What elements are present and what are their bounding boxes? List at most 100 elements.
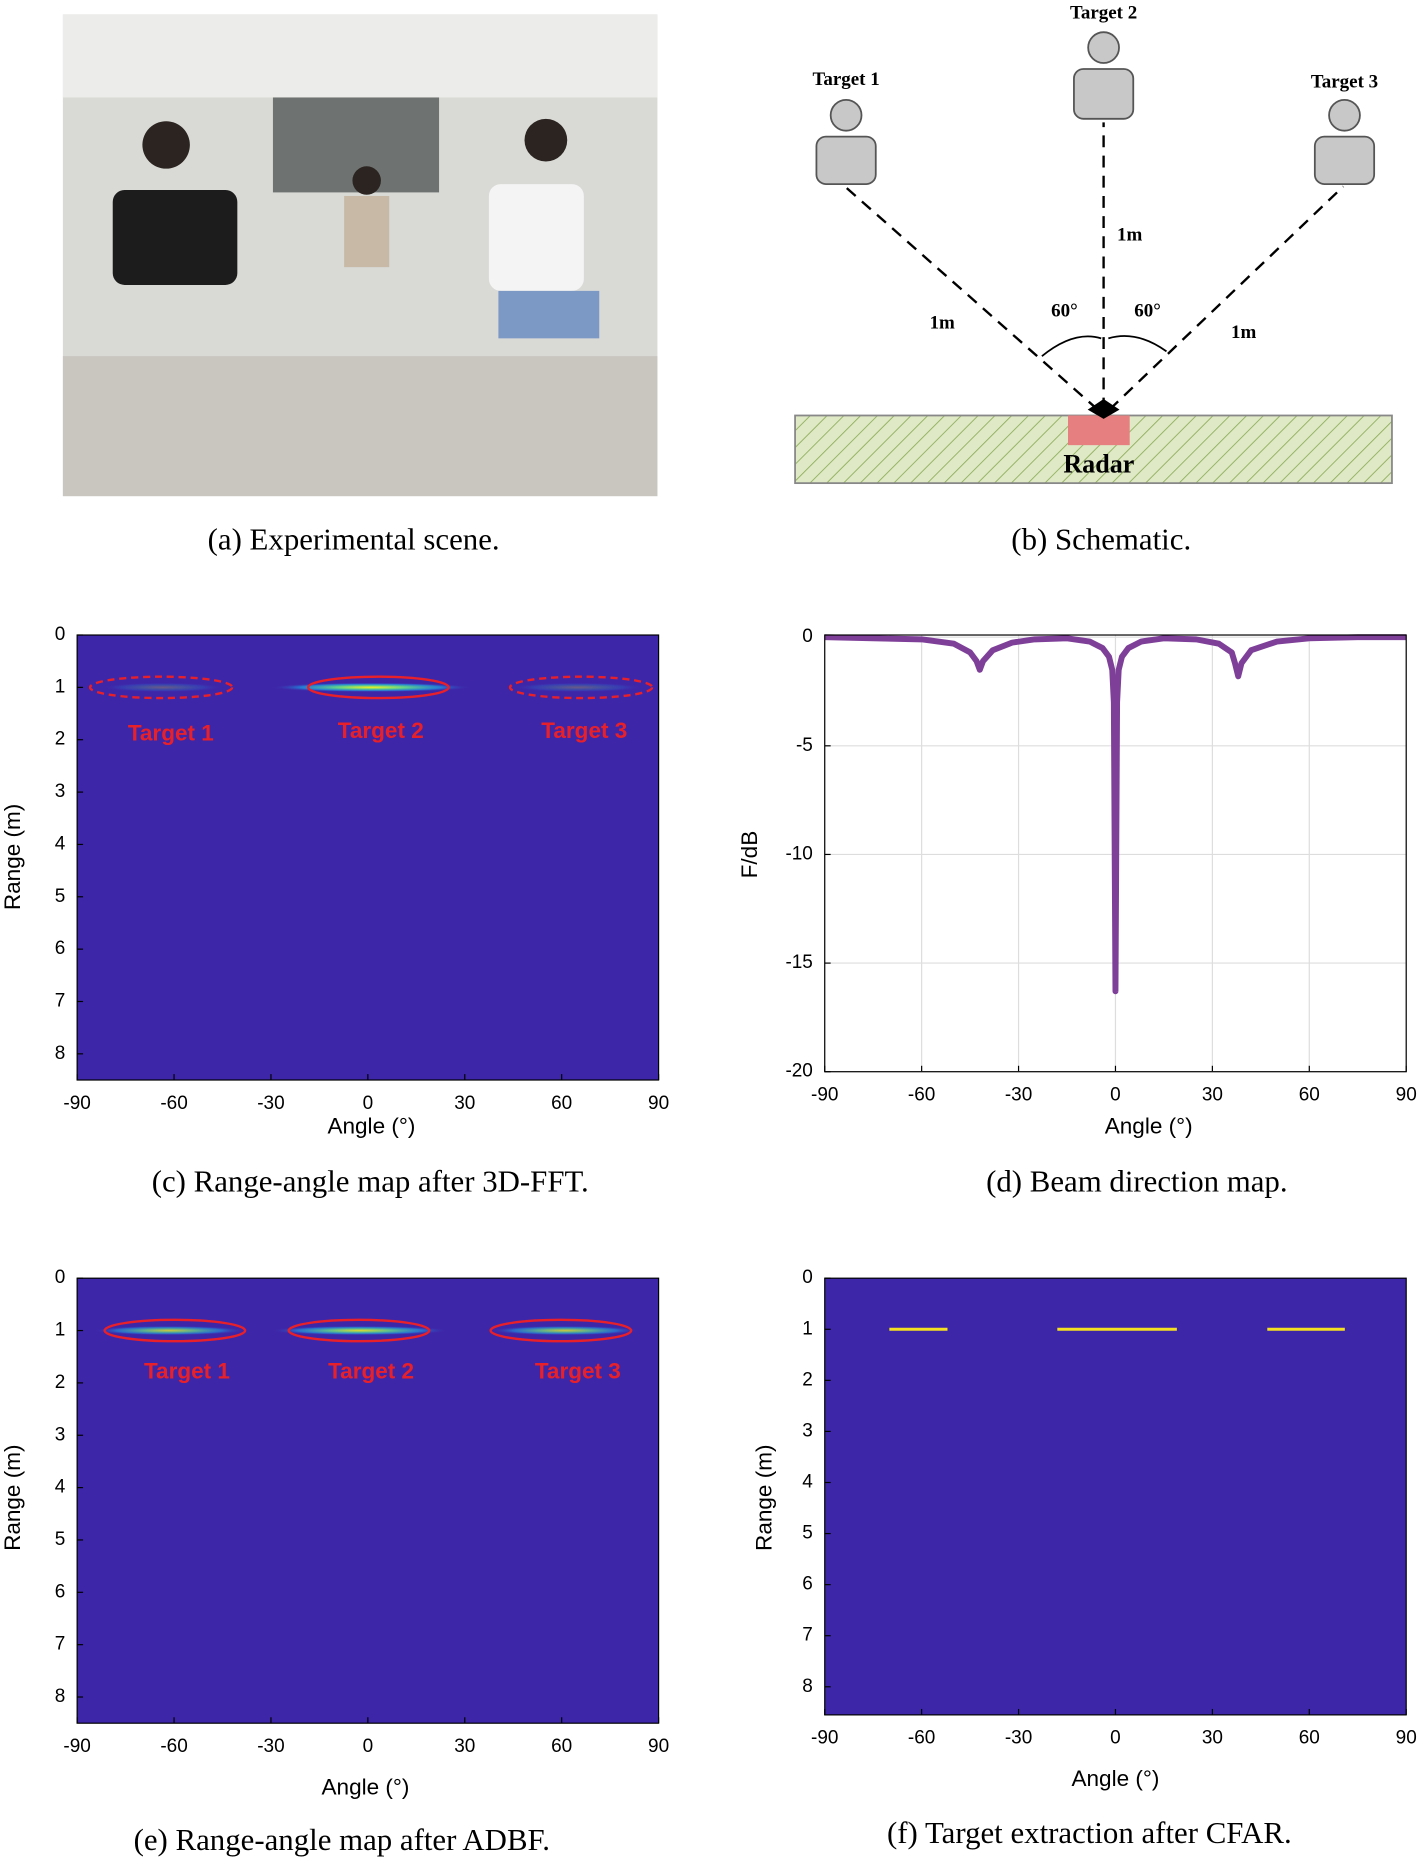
stripe	[270, 1325, 449, 1336]
caption: (f) Target extraction after CFAR.	[887, 1816, 1292, 1850]
x-tick-label: 60	[1299, 1728, 1320, 1749]
highlight-ellipse	[306, 675, 450, 700]
plot-background	[77, 635, 659, 1081]
x-tick-label: -90	[811, 1728, 838, 1749]
y-tick-label: 4	[55, 833, 66, 854]
y-axis-label: Range (m)	[751, 1445, 776, 1551]
stripe	[270, 682, 472, 693]
y-tick-label: 5	[55, 1529, 66, 1550]
x-tick-label: -60	[908, 1728, 935, 1749]
x-tick-label: 90	[1396, 1728, 1417, 1749]
y-tick-label: 7	[55, 991, 66, 1012]
y-tick-label: 6	[55, 1581, 66, 1602]
x-axis-label: Angle (°)	[327, 1113, 415, 1138]
x-axis-label: Angle (°)	[1072, 1766, 1160, 1791]
stripe	[490, 1325, 640, 1336]
y-tick-label: -20	[785, 1061, 812, 1082]
y-tick-label: 1	[55, 676, 66, 697]
x-tick-label: -60	[160, 1093, 187, 1114]
y-tick-label: 1	[55, 1320, 66, 1341]
caption: (a) Experimental scene.	[208, 523, 500, 557]
plot-background	[824, 1278, 1407, 1715]
highlight-ellipse	[287, 1318, 431, 1343]
x-tick-label: 30	[1202, 1728, 1223, 1749]
annotation: Target 1	[128, 720, 214, 745]
plot-background	[77, 1278, 659, 1724]
angle-label: 60°	[1051, 301, 1078, 322]
highlight-ellipse	[508, 675, 654, 700]
target-label: Target 2	[1070, 3, 1137, 24]
x-tick-label: 0	[1110, 1728, 1121, 1749]
y-tick-label: 5	[802, 1523, 813, 1544]
y-tick-label: 4	[55, 1477, 66, 1498]
highlight-ellipse	[489, 1318, 633, 1343]
y-tick-label: 1	[802, 1318, 813, 1339]
radar-label: Radar	[1063, 449, 1134, 478]
x-tick-label: 30	[1202, 1084, 1223, 1105]
x-tick-label: 0	[363, 1736, 374, 1757]
x-tick-label: 90	[1396, 1084, 1417, 1105]
x-tick-label: -60	[160, 1736, 187, 1757]
y-tick-label: 2	[55, 1372, 66, 1393]
y-axis-label: Range (m)	[0, 1445, 25, 1551]
x-tick-label: 30	[454, 1736, 475, 1757]
stripe	[102, 682, 223, 693]
y-tick-label: 0	[802, 626, 813, 647]
y-axis-label: Range (m)	[0, 804, 25, 910]
y-tick-label: 3	[802, 1420, 813, 1441]
x-tick-label: 60	[551, 1736, 572, 1757]
y-tick-label: 0	[55, 624, 66, 645]
y-tick-label: -15	[785, 952, 812, 973]
distance-label: 1m	[1117, 225, 1142, 246]
y-tick-label: -10	[785, 843, 812, 864]
y-tick-label: -5	[796, 735, 813, 756]
y-tick-label: 0	[55, 1267, 66, 1288]
distance-label: 1m	[930, 312, 955, 333]
x-tick-label: 30	[454, 1093, 475, 1114]
x-tick-label: 60	[1299, 1084, 1320, 1105]
annotation: Target 3	[541, 718, 627, 743]
distance-label: 1m	[1231, 322, 1256, 343]
y-tick-label: 0	[802, 1267, 813, 1288]
x-axis-label: Angle (°)	[1105, 1113, 1193, 1138]
y-tick-label: 5	[55, 886, 66, 907]
x-tick-label: -30	[257, 1736, 284, 1757]
y-tick-label: 6	[55, 938, 66, 959]
y-tick-label: 8	[55, 1043, 66, 1064]
caption: (d) Beam direction map.	[986, 1165, 1287, 1199]
y-tick-label: 2	[802, 1369, 813, 1390]
annotation: Target 2	[328, 1358, 414, 1383]
caption: (c) Range-angle map after 3D-FFT.	[152, 1165, 589, 1199]
caption: (e) Range-angle map after ADBF.	[134, 1823, 550, 1857]
schematic	[794, 31, 1393, 485]
target-label: Target 1	[812, 69, 879, 90]
x-tick-label: -90	[63, 1736, 90, 1757]
x-tick-label: -60	[908, 1084, 935, 1105]
annotation: Target 2	[338, 718, 424, 743]
y-tick-label: 3	[55, 781, 66, 802]
x-tick-label: 60	[551, 1093, 572, 1114]
photo	[62, 14, 658, 497]
plot-frame	[824, 1277, 1407, 1716]
x-tick-label: 90	[648, 1736, 669, 1757]
annotation: Target 3	[535, 1358, 621, 1383]
x-tick-label: 90	[648, 1093, 669, 1114]
x-tick-label: -30	[1005, 1084, 1032, 1105]
x-tick-label: -30	[257, 1093, 284, 1114]
angle-label: 60°	[1134, 301, 1161, 322]
target-label: Target 3	[1311, 72, 1378, 93]
stripe	[513, 682, 643, 693]
highlight-ellipse	[103, 1318, 247, 1343]
y-tick-label: 4	[802, 1472, 813, 1493]
x-axis-label: Angle (°)	[322, 1774, 410, 1799]
plot-frame	[824, 634, 1407, 1073]
highlight-ellipse	[88, 675, 234, 700]
stripe	[93, 1325, 246, 1336]
y-tick-label: 2	[55, 729, 66, 750]
y-tick-label: 7	[802, 1625, 813, 1646]
annotation: Target 1	[144, 1358, 230, 1383]
caption: (b) Schematic.	[1011, 523, 1191, 557]
y-tick-label: 3	[55, 1424, 66, 1445]
plot-frame	[76, 1277, 660, 1724]
